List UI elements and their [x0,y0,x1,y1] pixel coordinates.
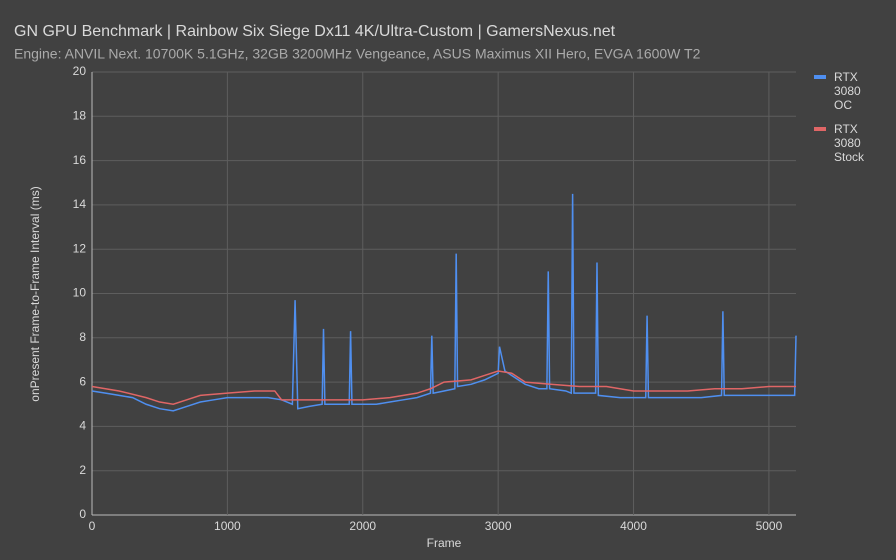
y-tick-label: 2 [79,463,86,477]
chart-title: GN GPU Benchmark | Rainbow Six Siege Dx1… [14,23,616,40]
x-tick-label: 1000 [214,519,241,533]
x-tick-label: 2000 [349,519,376,533]
legend-label: RTX 3080 Stock [834,122,865,164]
x-axis-label: Frame [427,536,462,550]
y-tick-label: 10 [73,286,87,300]
y-tick-label: 12 [73,241,87,255]
legend-swatch [814,75,826,79]
y-tick-label: 6 [79,374,86,388]
x-tick-label: 3000 [485,519,512,533]
y-tick-label: 14 [73,197,87,211]
x-tick-label: 4000 [620,519,647,533]
legend-label: RTX 3080 OC [834,70,861,112]
legend-swatch [814,127,826,131]
series-line [91,193,797,412]
chart-subtitle: Engine: ANVIL Next. 10700K 5.1GHz, 32GB … [14,46,701,62]
y-tick-label: 4 [79,419,86,433]
y-tick-label: 20 [73,64,87,78]
y-axis-label: onPresent Frame-to-Frame Interval (ms) [28,186,42,401]
x-tick-label: 0 [89,519,96,533]
series-line [91,370,796,406]
y-tick-label: 18 [73,108,87,122]
y-tick-label: 0 [79,507,86,521]
x-tick-label: 5000 [756,519,783,533]
y-tick-label: 16 [73,153,87,167]
y-tick-label: 8 [79,330,86,344]
